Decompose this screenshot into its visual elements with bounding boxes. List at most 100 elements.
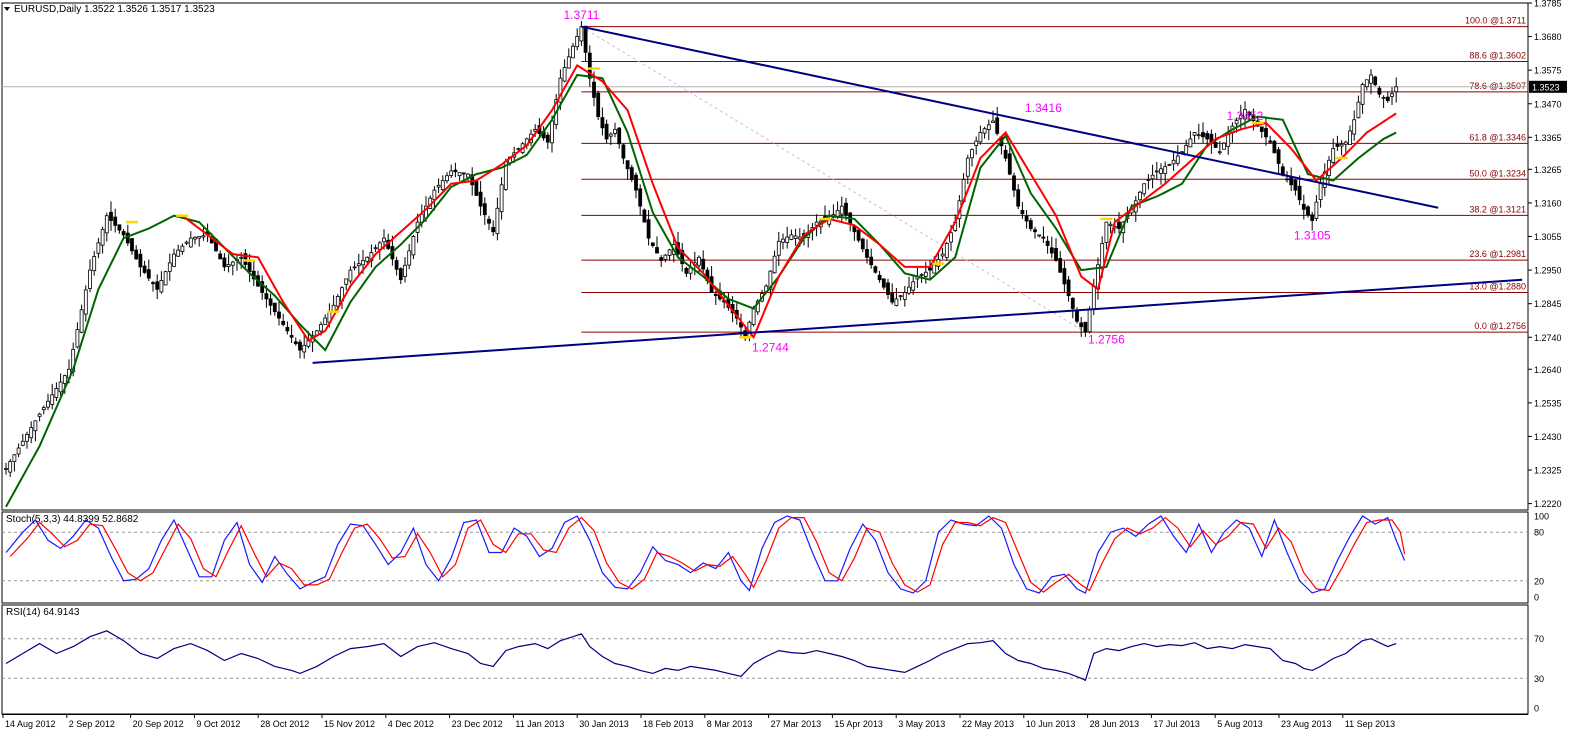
candle[interactable]	[860, 237, 865, 253]
candle[interactable]	[1272, 140, 1277, 154]
candle[interactable]	[33, 420, 38, 442]
candle[interactable]	[474, 179, 479, 196]
candle[interactable]	[193, 236, 197, 245]
candle[interactable]	[50, 383, 55, 410]
dropdown-triangle-icon[interactable]	[4, 7, 10, 11]
candle[interactable]	[495, 197, 500, 241]
candle[interactable]	[621, 143, 626, 164]
candle[interactable]	[1175, 145, 1180, 166]
candle[interactable]	[600, 107, 605, 136]
candle[interactable]	[398, 267, 403, 285]
candle[interactable]	[449, 164, 454, 178]
candle[interactable]	[1024, 209, 1029, 229]
candle[interactable]	[445, 172, 449, 184]
candle[interactable]	[277, 300, 281, 326]
candle[interactable]	[1360, 82, 1365, 114]
candle[interactable]	[268, 293, 273, 316]
candle[interactable]	[146, 259, 151, 282]
candle[interactable]	[713, 290, 718, 305]
candle[interactable]	[159, 271, 164, 294]
candle[interactable]	[1033, 226, 1037, 239]
candle[interactable]	[1314, 195, 1319, 222]
rsi-pane[interactable]: 70 30 0	[2, 630, 1544, 714]
candle[interactable]	[436, 178, 441, 194]
stoch-signal-line[interactable]	[9, 516, 1406, 593]
candle[interactable]	[894, 287, 899, 307]
candle[interactable]	[1154, 161, 1159, 181]
candle[interactable]	[655, 236, 659, 254]
candle[interactable]	[1171, 151, 1176, 171]
candle[interactable]	[911, 276, 916, 295]
candle[interactable]	[323, 314, 328, 325]
candle[interactable]	[680, 242, 685, 272]
candle[interactable]	[1276, 147, 1281, 175]
candle[interactable]	[1054, 238, 1058, 262]
candle[interactable]	[1331, 138, 1336, 165]
candle[interactable]	[886, 278, 890, 300]
candle[interactable]	[856, 229, 861, 243]
candle[interactable]	[608, 132, 613, 146]
candle[interactable]	[29, 421, 34, 444]
candle[interactable]	[613, 122, 617, 138]
candle[interactable]	[176, 244, 181, 257]
candle[interactable]	[944, 241, 949, 261]
candle[interactable]	[96, 237, 101, 259]
candle[interactable]	[1268, 135, 1273, 144]
candle[interactable]	[596, 90, 601, 120]
candle[interactable]	[1335, 135, 1340, 151]
candle[interactable]	[130, 238, 134, 255]
candle[interactable]	[634, 172, 638, 199]
candle[interactable]	[902, 286, 907, 307]
candle[interactable]	[1385, 91, 1390, 103]
candle[interactable]	[1150, 164, 1155, 189]
candle[interactable]	[1083, 321, 1088, 337]
candle[interactable]	[58, 373, 63, 396]
candle[interactable]	[1377, 86, 1382, 98]
candle[interactable]	[482, 197, 487, 225]
candle[interactable]	[907, 276, 911, 296]
candle[interactable]	[1188, 131, 1193, 148]
candle[interactable]	[877, 270, 882, 283]
candle[interactable]	[1045, 235, 1050, 254]
ascending-trendline[interactable]	[312, 278, 1523, 364]
candle[interactable]	[8, 458, 13, 478]
candle[interactable]	[625, 160, 630, 180]
candle[interactable]	[1339, 140, 1344, 156]
candle[interactable]	[898, 294, 903, 301]
candle[interactable]	[298, 339, 302, 359]
candle[interactable]	[781, 233, 785, 250]
candle[interactable]	[1066, 276, 1071, 302]
candle[interactable]	[293, 337, 298, 346]
stochastic-pane[interactable]: 100 80 20 0	[2, 512, 1549, 603]
candle[interactable]	[1167, 163, 1172, 166]
candle[interactable]	[1020, 201, 1025, 220]
candle[interactable]	[440, 175, 445, 192]
candle[interactable]	[923, 261, 928, 284]
candle[interactable]	[982, 126, 987, 139]
candle[interactable]	[890, 283, 895, 305]
candle[interactable]	[403, 256, 407, 283]
candle[interactable]	[659, 255, 664, 267]
candle[interactable]	[965, 154, 970, 185]
candle[interactable]	[1205, 130, 1210, 146]
candle[interactable]	[1138, 190, 1142, 209]
candle[interactable]	[1142, 183, 1147, 197]
candle[interactable]	[100, 226, 105, 254]
candle[interactable]	[1369, 69, 1373, 95]
candle[interactable]	[583, 25, 588, 62]
candle[interactable]	[197, 236, 202, 247]
candle[interactable]	[25, 431, 29, 449]
candle[interactable]	[629, 164, 634, 183]
candle[interactable]	[134, 245, 139, 260]
candle[interactable]	[785, 226, 790, 249]
candle[interactable]	[272, 302, 277, 316]
candle[interactable]	[407, 244, 412, 270]
candle[interactable]	[92, 250, 97, 276]
candle[interactable]	[768, 270, 773, 296]
candle[interactable]	[356, 253, 361, 277]
candle[interactable]	[1201, 122, 1205, 143]
candle[interactable]	[20, 433, 25, 447]
candle[interactable]	[978, 125, 983, 145]
candle[interactable]	[348, 266, 353, 284]
candle[interactable]	[587, 45, 592, 87]
